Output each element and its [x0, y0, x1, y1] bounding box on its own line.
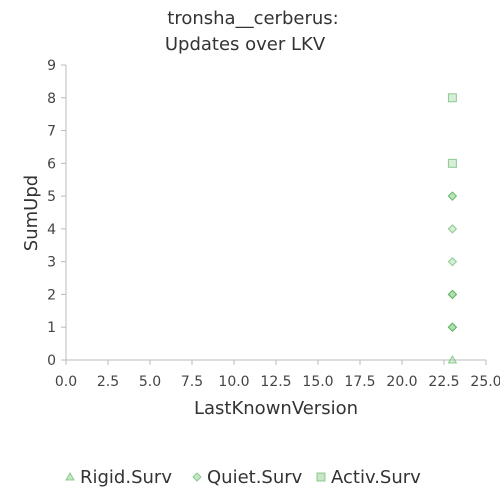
axes — [61, 64, 487, 365]
data-point-square — [447, 93, 457, 103]
chart-title-line-1: tronsha__cerberus: — [167, 8, 338, 29]
data-point-square — [447, 158, 457, 168]
data-point-diamond — [447, 322, 458, 332]
x-tick-label: 5.0 — [139, 374, 161, 390]
x-tick-label: 2.5 — [97, 374, 119, 390]
legend-marker-triangle — [65, 471, 75, 481]
chart-title: tronsha__cerberus: Updates over LKV — [165, 8, 339, 55]
legend-label: Rigid.Surv — [80, 467, 172, 488]
y-tick-label: 3 — [47, 255, 56, 271]
x-tick-label: 20.0 — [386, 374, 417, 390]
data-points — [447, 93, 458, 364]
y-tick-label: 0 — [47, 353, 56, 369]
data-point-diamond — [447, 256, 458, 267]
x-tick-label: 15.0 — [302, 374, 333, 390]
x-tick-label: 17.5 — [344, 374, 375, 390]
y-tick-label: 9 — [47, 58, 56, 74]
data-point-diamond — [447, 289, 458, 300]
data-point-diamond — [447, 191, 458, 201]
y-tick-label: 1 — [47, 320, 56, 336]
data-point-triangle — [447, 354, 458, 364]
x-tick-label: 0.0 — [55, 374, 77, 390]
legend-label: Quiet.Surv — [207, 467, 303, 488]
tick-labels: 0.0 2.5 5.0 7.5 10.0 12.5 15.0 17.5 20.0 22.5 25.0… — [47, 58, 500, 390]
y-tick-label: 6 — [47, 156, 56, 172]
legend-marker-diamond — [192, 472, 202, 482]
data-point-diamond — [447, 224, 458, 234]
x-tick-label: 7.5 — [181, 374, 203, 390]
y-tick-label: 7 — [47, 124, 56, 140]
y-axis-label: SumUpd — [21, 175, 42, 251]
x-tick-label: 12.5 — [260, 374, 291, 390]
x-axis-label: LastKnownVersion — [194, 398, 358, 419]
legend-marker-square — [316, 472, 326, 482]
chart-title-line-2: Updates over LKV — [165, 34, 326, 55]
legend: Rigid.Surv Quiet.Surv Activ.Surv — [65, 467, 421, 488]
x-tick-label: 10.0 — [218, 374, 249, 390]
y-tick-label: 8 — [47, 91, 56, 107]
x-tick-label: 22.5 — [428, 374, 459, 390]
y-tick-label: 4 — [47, 222, 56, 238]
y-tick-label: 5 — [47, 189, 56, 205]
y-tick-label: 2 — [47, 287, 56, 303]
x-tick-label: 25.0 — [470, 374, 500, 390]
legend-label: Activ.Surv — [331, 467, 421, 488]
